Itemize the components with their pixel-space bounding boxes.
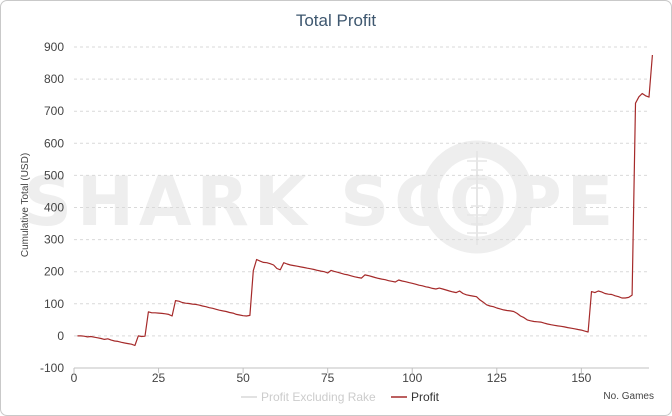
y-tick-label: 600 [44, 136, 64, 150]
y-tick-label: -100 [40, 361, 64, 375]
y-tick-label: 0 [57, 329, 64, 343]
x-tick-label: 100 [402, 371, 422, 385]
x-tick-label: 25 [152, 371, 166, 385]
y-tick-label: 500 [44, 168, 64, 182]
y-tick-label: 700 [44, 104, 64, 118]
watermark: SHARK SCOPE [23, 140, 613, 254]
y-tick-label: 200 [44, 265, 64, 279]
y-axis: -100 0 100 200 300 400 500 600 700 800 900 [40, 40, 64, 375]
x-axis: 0 25 50 75 100 125 150 [71, 367, 649, 385]
y-tick-label: 400 [44, 201, 64, 215]
x-tick-label: 0 [71, 371, 78, 385]
y-tick-label: 100 [44, 297, 64, 311]
legend: Profit Excluding Rake Profit [241, 390, 440, 404]
x-tick-label: 125 [487, 371, 507, 385]
y-axis-title: Cumulative Total (USD) [20, 153, 31, 257]
y-tick-label: 300 [44, 233, 64, 247]
legend-item-label[interactable]: Profit Excluding Rake [261, 390, 376, 404]
x-axis-title: No. Games [603, 391, 654, 402]
chart-title: Total Profit [296, 11, 377, 30]
x-tick-label: 75 [321, 371, 335, 385]
x-tick-label: 150 [571, 371, 591, 385]
y-tick-label: 800 [44, 72, 64, 86]
series-line-profit [77, 54, 653, 347]
y-tick-label: 900 [44, 40, 64, 54]
x-tick-label: 50 [236, 371, 250, 385]
legend-item-label[interactable]: Profit [411, 390, 440, 404]
series-layer [77, 54, 653, 347]
